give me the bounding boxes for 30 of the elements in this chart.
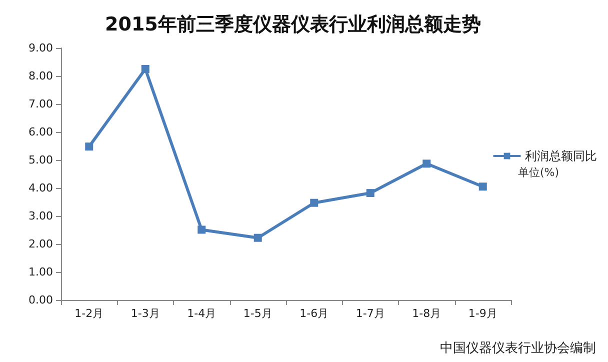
point [422,160,431,168]
text: 单位(%) [518,166,560,179]
x-tick-label: 1-2月 [74,307,104,320]
legend-label: 利润总额同比 [525,149,597,163]
y-tick-label: 9.00 [28,42,53,54]
point [141,65,150,73]
x-tick-label: 1-6月 [300,307,329,320]
x-tick-label: 1-3月 [130,307,160,320]
point [310,198,318,207]
x-tick-label: 1-9月 [468,307,498,320]
point [198,226,206,234]
y-tick-label: 0.00 [28,294,53,306]
point [85,142,94,151]
y-tick-label: 3.00 [28,210,53,222]
text: 中国仪器仪表行业协会编制 [440,341,596,356]
x-tick-label: 1-7月 [356,307,385,320]
y-tick-label: 1.00 [28,266,53,278]
y-tick-label: 2.00 [28,238,53,250]
x-tick-label: 1-5月 [243,307,272,320]
x-tick-label: 1-4月 [187,307,216,320]
y-tick-label: 7.00 [28,98,53,110]
y-tick-label: 4.00 [28,182,53,194]
chart-title: 2015年前三季度仪器仪表行业利润总额走势 [105,14,481,36]
point [366,189,374,198]
point [254,234,262,242]
y-tick-label: 8.00 [28,70,53,82]
y-tick-label: 5.00 [28,154,53,166]
x-tick-label: 1-8月 [412,307,442,320]
point [478,182,487,191]
y-tick-label: 6.00 [28,126,53,138]
